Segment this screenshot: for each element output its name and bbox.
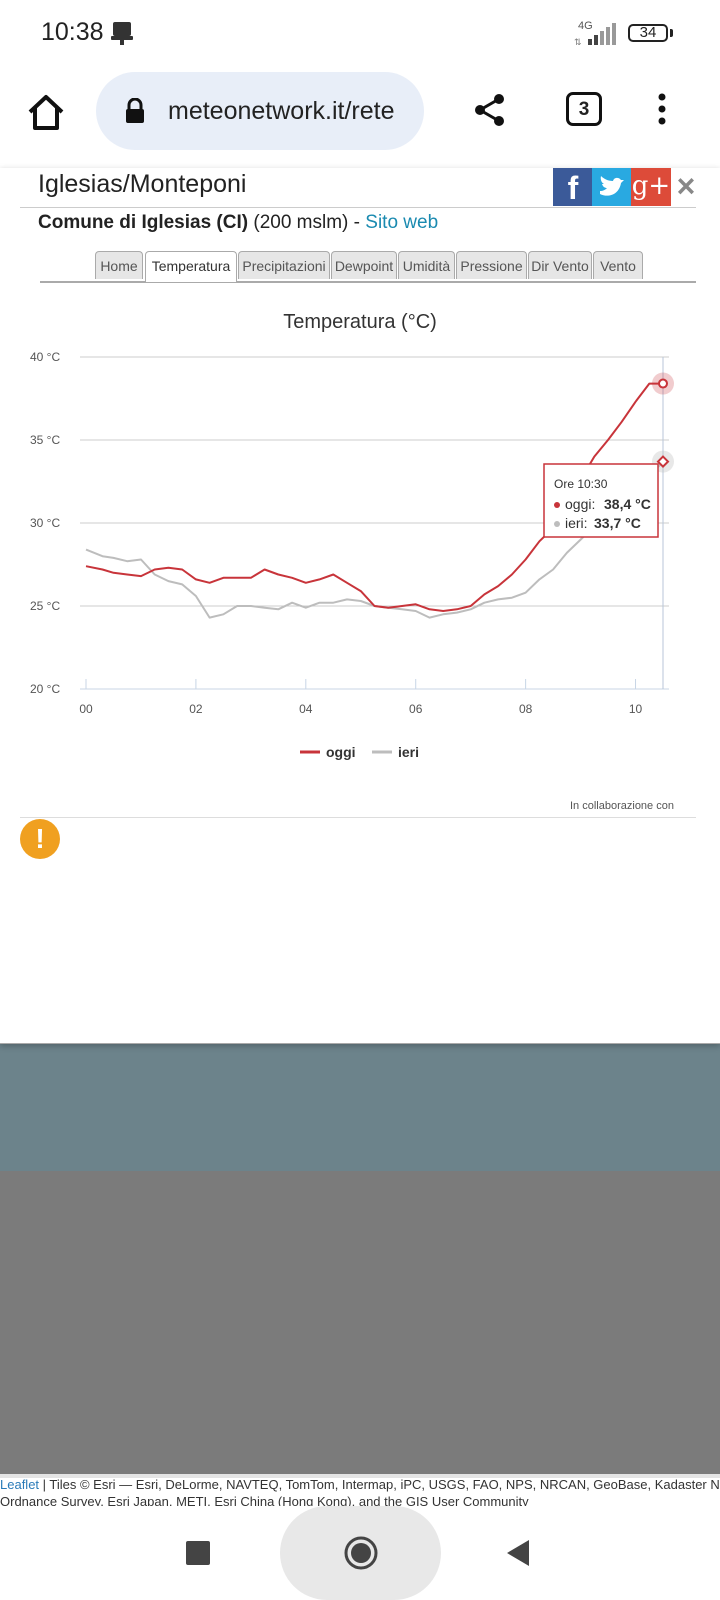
tab-umidita[interactable]: Umidità (398, 251, 455, 279)
notification-icon (110, 20, 134, 51)
y-tick-label: 30 °C (30, 516, 60, 530)
divider (20, 207, 696, 208)
marker-oggi (658, 378, 668, 389)
home-button[interactable] (24, 90, 72, 138)
tab-bar (40, 251, 696, 283)
chart-legend: oggi ieri (300, 744, 419, 760)
tooltip-box (543, 463, 659, 538)
x-tick-label: 10 (629, 702, 643, 716)
back-button[interactable] (505, 1538, 531, 1573)
x-tick-label: 06 (409, 702, 423, 716)
website-link[interactable]: Sito web (365, 212, 439, 233)
twitter-icon (600, 176, 624, 196)
x-tick-label: 04 (299, 702, 313, 716)
legend-label-oggi[interactable]: oggi (326, 744, 356, 760)
y-tick-label: 20 °C (30, 682, 60, 696)
x-axis-ticks: 00 02 04 06 08 10 (79, 679, 643, 716)
back-icon (507, 1540, 529, 1566)
attribution-text-2: Ordnance Survey, Esri Japan, METI, Esri … (0, 1494, 529, 1508)
legend-label-ieri[interactable]: ieri (398, 744, 419, 760)
home-icon (28, 95, 64, 130)
tooltip-ieri-value: 33,7 °C (594, 515, 641, 531)
station-info: Comune di Iglesias (CI) (200 mslm) - Sit… (38, 212, 438, 234)
tab-vento[interactable]: Vento (593, 251, 643, 279)
tooltip-oggi-dot (554, 502, 560, 508)
url-text[interactable]: meteonetwork.it/rete (168, 97, 395, 125)
svg-text:⇅: ⇅ (574, 37, 582, 47)
battery-indicator: 34 (628, 24, 668, 42)
map-sea-area[interactable] (0, 1043, 720, 1171)
y-axis-ticks: 20 °C 25 °C 30 °C 35 °C 40 °C (30, 350, 60, 696)
station-title: Iglesias/Monteponi (38, 170, 247, 198)
signal-icon: 4G ⇅ (574, 20, 624, 50)
googleplus-share-button[interactable]: g+ (631, 168, 671, 206)
lock-icon[interactable] (124, 97, 146, 129)
menu-button[interactable] (656, 92, 668, 133)
tab-home[interactable]: Home (95, 251, 143, 279)
map-attribution: Leaflet | Tiles © Esri — Esri, DeLorme, … (0, 1474, 720, 1508)
chart-title: Temperatura (°C) (283, 311, 437, 333)
more-vert-icon (658, 93, 666, 125)
map-land-area[interactable] (0, 1171, 720, 1478)
tab-pressione[interactable]: Pressione (456, 251, 527, 279)
tooltip-ieri-dot (554, 521, 560, 527)
home-nav-button[interactable] (343, 1535, 379, 1576)
network-type: 4G (578, 20, 593, 32)
battery-tip (670, 29, 673, 37)
y-tick-label: 35 °C (30, 433, 60, 447)
x-tick-label: 08 (519, 702, 533, 716)
tab-temperatura[interactable]: Temperatura (145, 251, 237, 282)
recents-button[interactable] (186, 1541, 210, 1565)
chart-tooltip: Ore 10:30 oggi: 38,4 °C ieri: 33,7 °C (543, 463, 659, 538)
altitude: (200 mslm) - (253, 212, 360, 233)
close-button[interactable]: × (676, 168, 696, 204)
divider (20, 817, 696, 818)
y-tick-label: 40 °C (30, 350, 60, 364)
tab-precipitazioni[interactable]: Precipitazioni (238, 251, 330, 279)
marker-ieri (656, 455, 670, 468)
address-bar[interactable] (96, 72, 424, 150)
y-tick-label: 25 °C (30, 599, 60, 613)
tooltip-oggi-value: 38,4 °C (604, 496, 651, 512)
warning-icon[interactable]: ! (20, 819, 60, 859)
leaflet-link[interactable]: Leaflet (0, 1477, 40, 1492)
tooltip-oggi-label: oggi: (565, 496, 595, 512)
tooltip-header: Ore 10:30 (554, 477, 608, 491)
home-circle-icon (344, 1536, 378, 1570)
facebook-share-button[interactable]: f (553, 168, 593, 206)
twitter-share-button[interactable] (592, 168, 632, 206)
tab-dir-vento[interactable]: Dir Vento (528, 251, 592, 279)
tab-dewpoint[interactable]: Dewpoint (331, 251, 397, 279)
share-icon (475, 94, 504, 126)
attribution-text: | Tiles © Esri — Esri, DeLorme, NAVTEQ, … (39, 1477, 720, 1492)
status-time: 10:38 (41, 18, 104, 46)
share-button[interactable] (472, 92, 508, 133)
credit-text: In collaborazione con (570, 800, 674, 812)
tooltip-ieri-label: ieri: (565, 515, 588, 531)
x-tick-label: 02 (189, 702, 203, 716)
tabs-button[interactable]: 3 (566, 92, 602, 126)
x-tick-label: 00 (79, 702, 93, 716)
chart-grid (80, 356, 669, 690)
comune-name: Comune di Iglesias (CI) (38, 212, 249, 233)
temperature-chart[interactable]: Temperatura (°C) 20 °C 25 °C 30 °C 35 °C 40 … (20, 300, 700, 810)
